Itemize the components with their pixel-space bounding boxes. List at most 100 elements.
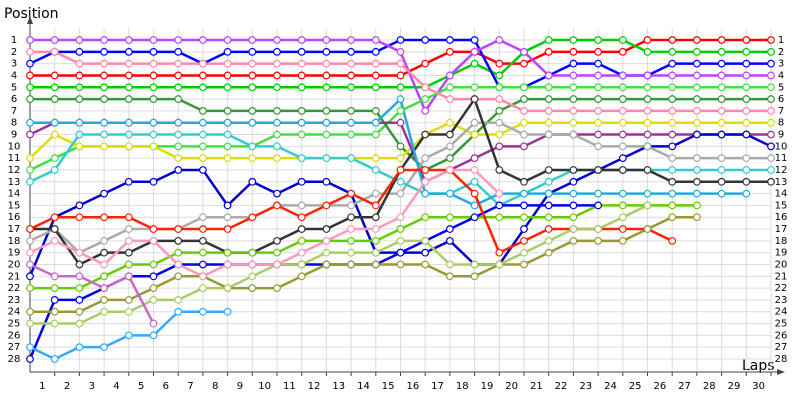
lap-marker [174, 95, 183, 103]
lap-marker [618, 71, 627, 80]
lap-marker [26, 166, 34, 174]
lap-marker [446, 154, 454, 163]
y-tick-label-right: 16 [775, 212, 788, 223]
lap-marker [26, 130, 34, 139]
lap-marker [421, 106, 430, 115]
lap-marker [767, 106, 775, 115]
lap-marker [446, 213, 454, 222]
lap-marker [495, 260, 504, 269]
lap-marker [149, 225, 158, 233]
lap-marker [618, 106, 627, 115]
lap-marker [643, 189, 652, 198]
lap-marker [273, 248, 281, 257]
lap-marker [273, 142, 281, 151]
lap-marker [742, 189, 751, 198]
lap-marker [174, 166, 183, 174]
lap-marker [446, 166, 454, 174]
lap-marker [198, 59, 207, 68]
y-tick-label: 13 [8, 177, 21, 188]
lap-marker [223, 47, 232, 56]
lap-marker [544, 106, 553, 115]
lap-marker [742, 130, 751, 139]
lap-marker [297, 248, 306, 257]
lap-marker [50, 307, 59, 316]
lap-marker [149, 36, 158, 44]
lap-marker [198, 106, 207, 115]
x-tick-label: 19 [481, 381, 494, 392]
lap-marker [26, 248, 34, 257]
lap-marker [322, 83, 331, 92]
lap-marker [668, 189, 677, 198]
lap-marker [124, 47, 133, 56]
lap-marker [668, 236, 677, 245]
lap-marker [421, 236, 430, 245]
lap-marker [100, 213, 108, 222]
lap-marker [100, 343, 108, 352]
lap-marker [223, 248, 232, 257]
lap-marker [347, 83, 356, 92]
lap-marker [322, 225, 331, 233]
lap-marker [347, 36, 356, 44]
lap-marker [223, 284, 232, 293]
lap-marker [396, 154, 405, 163]
lap-marker [174, 248, 183, 257]
lap-marker [174, 71, 183, 80]
lap-marker [198, 154, 207, 163]
lap-marker [544, 83, 553, 92]
lap-marker [100, 71, 108, 80]
y-tick-label: 28 [8, 354, 21, 365]
lap-marker [717, 166, 726, 174]
lap-marker [446, 236, 454, 245]
lap-marker [75, 296, 84, 304]
x-tick-label: 26 [653, 381, 666, 392]
y-tick-label-right: 19 [775, 248, 788, 259]
lap-marker [470, 201, 479, 210]
y-tick-label-right: 15 [775, 200, 788, 211]
lap-marker [50, 130, 59, 139]
lap-marker [198, 307, 207, 316]
lap-marker [273, 236, 281, 245]
lap-marker [742, 59, 751, 68]
y-tick-label: 1 [11, 35, 17, 46]
lap-marker [668, 71, 677, 80]
lap-marker [470, 166, 479, 174]
y-tick-label: 18 [8, 236, 21, 247]
y-tick-label-right: 5 [778, 82, 784, 93]
lap-marker [322, 154, 331, 163]
x-axis-arrow [777, 369, 785, 375]
lap-marker [124, 296, 133, 304]
y-tick-label-right: 4 [778, 70, 784, 81]
lap-marker [742, 83, 751, 92]
lap-marker [100, 284, 108, 293]
lap-marker [124, 118, 133, 127]
lap-marker [124, 95, 133, 103]
y-tick-label-right: 9 [778, 130, 784, 141]
lap-marker [26, 95, 34, 103]
lap-marker [495, 189, 504, 198]
x-tick-label: 24 [604, 381, 617, 392]
lap-marker [693, 177, 701, 186]
lap-marker [174, 296, 183, 304]
y-tick-label: 8 [11, 118, 17, 129]
lap-marker [273, 260, 281, 269]
y-tick-label-right: 17 [775, 224, 788, 235]
lap-marker [124, 71, 133, 80]
lap-marker [198, 260, 207, 269]
lap-marker [322, 260, 331, 269]
lap-marker [594, 106, 602, 115]
lap-marker [371, 201, 380, 210]
lap-marker [100, 47, 108, 56]
y-tick-label: 11 [8, 153, 21, 164]
lap-marker [668, 142, 677, 151]
y-tick-label-right: 21 [775, 271, 788, 282]
lap-marker [100, 130, 108, 139]
lap-marker [618, 130, 627, 139]
lap-marker [26, 272, 34, 281]
lap-marker [347, 189, 356, 198]
lap-marker [569, 59, 578, 68]
lap-marker [124, 83, 133, 92]
lap-marker [693, 36, 701, 44]
y-axis-arrow [27, 16, 33, 24]
lap-marker [594, 130, 602, 139]
lap-marker [569, 36, 578, 44]
